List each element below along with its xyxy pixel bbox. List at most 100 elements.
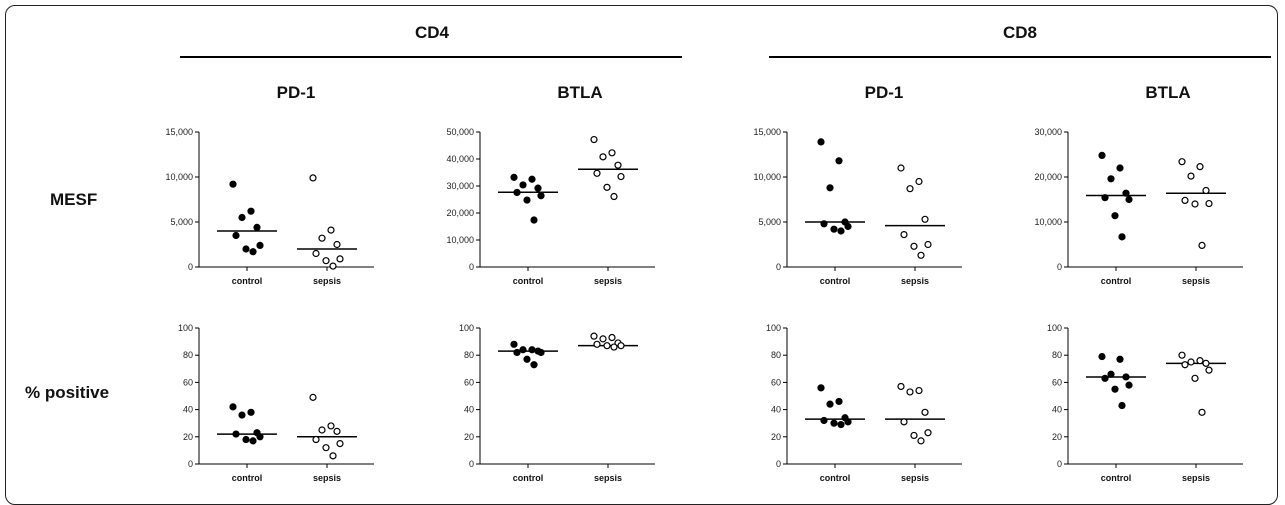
row-label-percent-positive: % positive [25, 383, 109, 402]
y-tick-label: 60 [771, 377, 781, 387]
x-category-label: sepsis [901, 276, 929, 286]
y-tick-label: 40 [1052, 405, 1062, 415]
y-tick-label: 5,000 [758, 217, 781, 227]
data-point [900, 418, 908, 426]
data-point [1125, 381, 1133, 389]
data-point [1191, 200, 1199, 208]
y-tick-label: 0 [776, 262, 781, 272]
data-point [924, 429, 932, 437]
y-tick-label: 10,000 [446, 235, 474, 245]
data-point [610, 343, 618, 351]
data-point [1202, 359, 1210, 367]
data-point [528, 175, 536, 183]
data-point [915, 386, 923, 395]
data-point [617, 342, 625, 350]
y-tick-label: 20,000 [446, 208, 474, 218]
data-point [322, 444, 330, 452]
y-tick-label: 20 [771, 432, 781, 442]
panel-8: 0 20 40 60 80 100 control sepsis [1047, 323, 1243, 483]
data-point [1111, 212, 1119, 220]
data-point [327, 226, 335, 234]
data-point [318, 426, 326, 434]
data-point [906, 185, 914, 193]
y-tick-label: 40 [771, 405, 781, 415]
data-point [593, 169, 601, 177]
x-category-label: sepsis [313, 473, 341, 483]
data-point [336, 440, 344, 448]
data-point [318, 234, 326, 242]
panel-3: 0 5,000 10,000 15,000 control sepsis [753, 127, 962, 286]
data-point [590, 332, 598, 340]
data-point [924, 240, 932, 249]
data-point [897, 382, 905, 391]
y-tick-label: 20 [1052, 432, 1062, 442]
data-point [917, 437, 925, 445]
data-point [608, 333, 616, 342]
y-tick-label: 60 [183, 377, 193, 387]
data-point [835, 397, 843, 406]
data-point [513, 348, 521, 357]
data-point [897, 164, 905, 172]
data-point [229, 180, 237, 188]
data-point [1198, 408, 1206, 416]
data-point [1118, 233, 1126, 241]
y-tick-label: 0 [188, 459, 193, 469]
column-title-cd8-btla: BTLA [1145, 83, 1190, 102]
group-title-cd8: CD8 [1003, 23, 1037, 42]
data-point [837, 227, 845, 235]
x-category-label: control [1101, 276, 1132, 286]
data-point [534, 184, 542, 192]
y-tick-label: 100 [1047, 323, 1062, 333]
y-tick-label: 0 [1057, 459, 1062, 469]
data-point [917, 251, 925, 259]
panel-6: 0 20 40 60 80 100 control sepsis [459, 323, 655, 483]
data-point [906, 388, 914, 396]
data-point [1205, 199, 1213, 208]
data-point [1181, 361, 1189, 369]
data-point [921, 215, 929, 223]
figure: CD4 CD8 PD-1 BTLA PD-1 BTLA MESF % posit… [5, 5, 1278, 505]
y-tick-label: 20,000 [1034, 172, 1062, 182]
data-point [336, 255, 344, 263]
panel-7: 0 20 40 60 80 100 control sepsis [766, 323, 962, 483]
data-point [599, 153, 607, 161]
data-point [513, 188, 521, 197]
data-point [1202, 186, 1210, 195]
data-point [608, 149, 616, 157]
data-point [510, 173, 518, 181]
data-point [519, 181, 527, 189]
data-point [1098, 151, 1106, 159]
x-category-label: control [1101, 473, 1132, 483]
data-point [232, 430, 240, 438]
data-point [309, 174, 317, 182]
y-tick-label: 30,000 [1034, 127, 1062, 137]
data-point [256, 241, 264, 249]
y-tick-label: 80 [464, 350, 474, 360]
data-point [921, 408, 929, 416]
panel-4: 0 10,000 20,000 30,000 control sepsis [1034, 127, 1243, 286]
y-tick-label: 50,000 [446, 127, 474, 137]
y-tick-label: 0 [469, 262, 474, 272]
data-point [238, 213, 246, 222]
data-point [1198, 241, 1206, 249]
data-point [910, 431, 918, 440]
y-tick-label: 0 [1057, 262, 1062, 272]
data-point [238, 411, 246, 419]
y-tick-label: 30,000 [446, 181, 474, 191]
column-title-cd4-pd1: PD-1 [277, 83, 316, 102]
column-title-cd4-btla: BTLA [557, 83, 602, 102]
data-point [1122, 189, 1130, 197]
data-point [229, 403, 237, 411]
data-point [1118, 401, 1126, 410]
row-label-mesf: MESF [50, 190, 97, 209]
data-point [1187, 358, 1195, 366]
data-point [1116, 164, 1124, 172]
data-point [247, 207, 255, 215]
y-tick-label: 100 [178, 323, 193, 333]
panel-grid: CD4 CD8 PD-1 BTLA PD-1 BTLA MESF % posit… [25, 23, 1271, 483]
y-tick-label: 10,000 [1034, 217, 1062, 227]
group-title-cd4: CD4 [415, 23, 450, 42]
x-category-label: sepsis [901, 473, 929, 483]
data-point [523, 355, 531, 363]
data-point [1181, 196, 1189, 204]
